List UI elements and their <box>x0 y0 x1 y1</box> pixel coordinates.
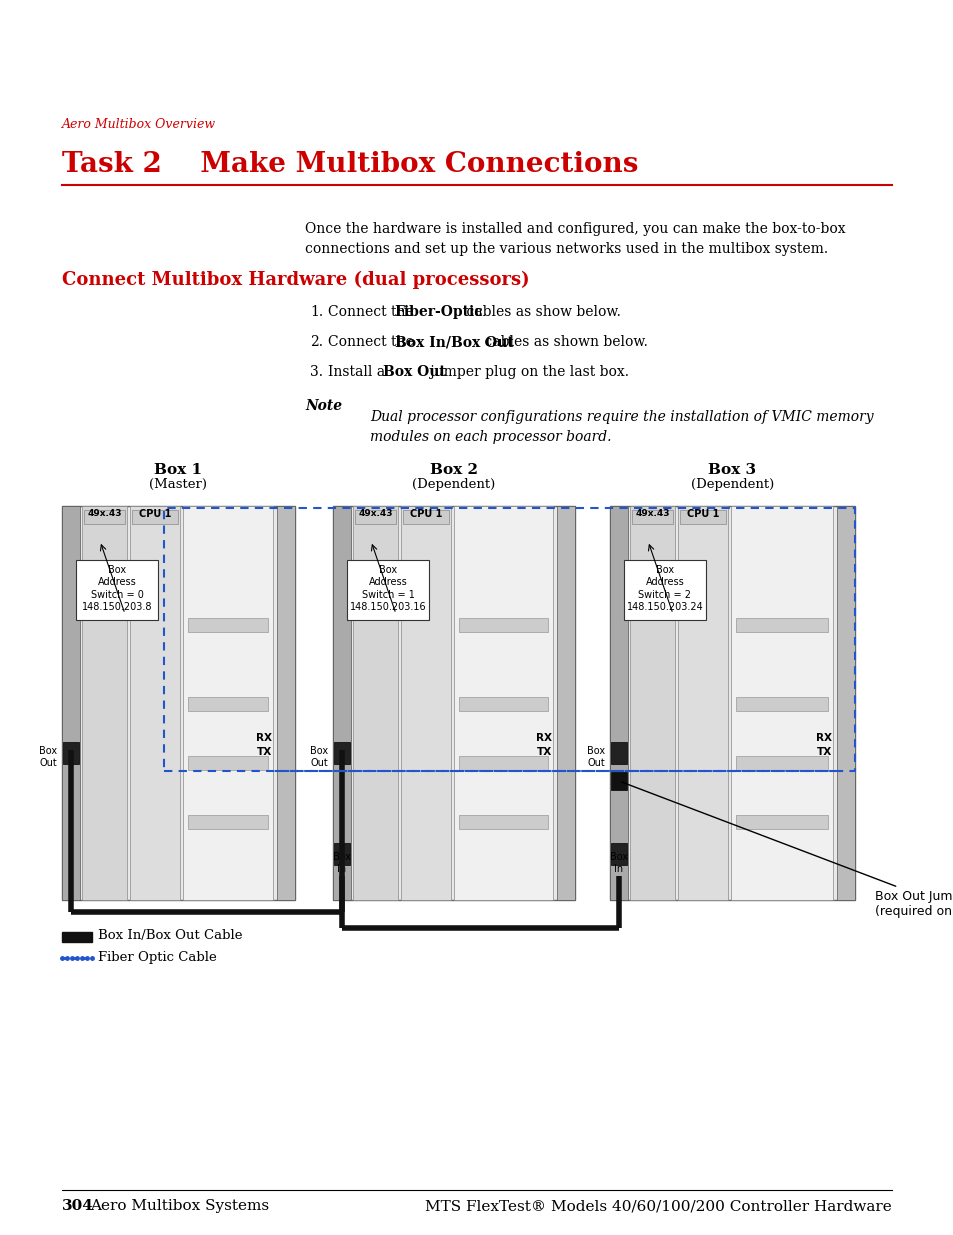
Text: Box 2: Box 2 <box>430 463 477 477</box>
Text: 2.: 2. <box>310 335 323 350</box>
Bar <box>458 815 547 829</box>
Bar <box>735 619 827 632</box>
Text: CPU 1: CPU 1 <box>686 509 719 519</box>
Bar <box>610 742 626 764</box>
Text: Box
In: Box In <box>333 852 351 873</box>
Text: Box
Address
Switch = 2
148.150.203.24: Box Address Switch = 2 148.150.203.24 <box>626 564 702 613</box>
Text: Box Out Jumper Plug
(required on last box): Box Out Jumper Plug (required on last bo… <box>621 782 953 918</box>
FancyBboxPatch shape <box>623 559 705 620</box>
Text: CPU 1: CPU 1 <box>139 509 171 519</box>
Text: (Dependent): (Dependent) <box>690 478 773 492</box>
Text: 49x.43: 49x.43 <box>635 510 669 519</box>
Bar <box>333 506 575 900</box>
Bar <box>730 506 832 900</box>
Bar <box>63 742 79 764</box>
Text: Box
Out: Box Out <box>310 746 328 768</box>
Bar <box>62 506 294 900</box>
Bar <box>836 506 854 900</box>
Bar <box>400 506 451 900</box>
Bar <box>183 506 273 900</box>
Bar <box>188 697 268 711</box>
Text: 49x.43: 49x.43 <box>87 510 122 519</box>
Bar <box>629 506 675 900</box>
Text: (Dependent): (Dependent) <box>412 478 496 492</box>
Text: RX: RX <box>255 734 272 743</box>
Bar <box>402 510 449 524</box>
Text: Connect the: Connect the <box>328 335 417 350</box>
Text: cables as shown below.: cables as shown below. <box>479 335 647 350</box>
Text: 304: 304 <box>62 1199 93 1213</box>
Bar <box>458 697 547 711</box>
Bar <box>164 508 854 771</box>
Bar <box>188 815 268 829</box>
Text: Once the hardware is installed and configured, you can make the box-to-box
conne: Once the hardware is installed and confi… <box>305 222 844 256</box>
Text: RX: RX <box>815 734 831 743</box>
Text: Box
Address
Switch = 0
148.150.203.8: Box Address Switch = 0 148.150.203.8 <box>82 564 152 613</box>
Bar <box>735 815 827 829</box>
Text: jumper plug on the last box.: jumper plug on the last box. <box>426 366 629 379</box>
Text: MTS FlexTest® Models 40/60/100/200 Controller Hardware: MTS FlexTest® Models 40/60/100/200 Contr… <box>425 1199 891 1213</box>
Bar <box>631 510 672 524</box>
Bar <box>458 619 547 632</box>
Bar <box>132 510 178 524</box>
Text: RX: RX <box>536 734 552 743</box>
FancyBboxPatch shape <box>76 559 158 620</box>
Bar <box>609 506 854 900</box>
FancyBboxPatch shape <box>347 559 429 620</box>
Text: cables as show below.: cables as show below. <box>461 305 619 319</box>
Text: Install a: Install a <box>328 366 389 379</box>
Bar <box>353 506 397 900</box>
Bar <box>334 844 350 864</box>
Bar <box>679 510 725 524</box>
Bar <box>188 756 268 771</box>
Text: Fiber-Optic: Fiber-Optic <box>395 305 483 319</box>
Text: TX: TX <box>537 747 552 757</box>
Text: Dual processor configurations require the installation of VMIC memory
modules on: Dual processor configurations require th… <box>370 410 873 443</box>
Text: TX: TX <box>256 747 272 757</box>
Bar <box>610 844 626 864</box>
Bar <box>333 506 351 900</box>
Text: CPU 1: CPU 1 <box>410 509 442 519</box>
Text: Aero Multibox Overview: Aero Multibox Overview <box>62 119 216 131</box>
Text: Box
In: Box In <box>609 852 627 873</box>
Text: Box
Out: Box Out <box>586 746 604 768</box>
Bar <box>355 510 395 524</box>
Text: Box 3: Box 3 <box>708 463 756 477</box>
Text: Aero Multibox Systems: Aero Multibox Systems <box>90 1199 269 1213</box>
Text: Box Out: Box Out <box>383 366 446 379</box>
Text: 49x.43: 49x.43 <box>358 510 393 519</box>
Bar <box>458 756 547 771</box>
Bar <box>610 772 626 790</box>
Text: Box 1: Box 1 <box>154 463 202 477</box>
Bar <box>84 510 125 524</box>
Text: 1.: 1. <box>310 305 323 319</box>
Text: Box
Address
Switch = 1
148.150.203.16: Box Address Switch = 1 148.150.203.16 <box>350 564 426 613</box>
Bar <box>735 697 827 711</box>
Text: Connect the: Connect the <box>328 305 417 319</box>
Text: (Master): (Master) <box>150 478 208 492</box>
Text: Task 2    Make Multibox Connections: Task 2 Make Multibox Connections <box>62 151 638 178</box>
Text: 3.: 3. <box>310 366 323 379</box>
Text: Box
Out: Box Out <box>39 746 57 768</box>
Bar <box>62 932 91 942</box>
Bar <box>334 742 350 764</box>
Text: Note: Note <box>305 399 342 412</box>
Text: TX: TX <box>816 747 831 757</box>
Bar <box>188 619 268 632</box>
Bar <box>557 506 575 900</box>
Bar <box>609 506 627 900</box>
Bar <box>82 506 127 900</box>
Bar <box>62 506 80 900</box>
Bar <box>454 506 553 900</box>
Text: Box In/Box Out: Box In/Box Out <box>395 335 513 350</box>
Text: Box In/Box Out Cable: Box In/Box Out Cable <box>98 929 242 941</box>
Bar <box>130 506 180 900</box>
Bar <box>735 756 827 771</box>
Bar <box>276 506 294 900</box>
Text: Connect Multibox Hardware (dual processors): Connect Multibox Hardware (dual processo… <box>62 270 529 289</box>
Text: Fiber Optic Cable: Fiber Optic Cable <box>98 951 216 965</box>
Bar <box>678 506 727 900</box>
